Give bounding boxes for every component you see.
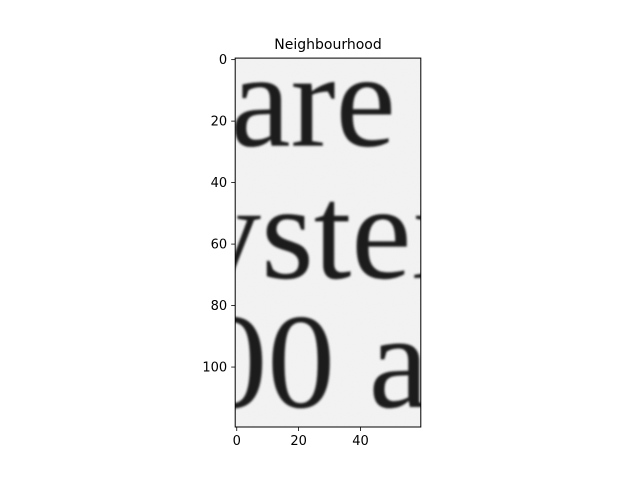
axes-frame — [234, 57, 422, 428]
y-tick-label: 0 — [219, 53, 227, 68]
y-axis: 0 20 40 60 80 100 — [202, 53, 236, 376]
x-tick-label: 0 — [233, 434, 241, 449]
y-tick-label: 100 — [202, 361, 227, 376]
y-tick-label: 40 — [211, 176, 228, 191]
image-text-row: are — [231, 26, 396, 176]
paper-texture — [235, 58, 421, 427]
image-text-row: ystei — [193, 158, 449, 308]
x-tick-label: 40 — [352, 434, 369, 449]
y-tick-label: 20 — [211, 115, 228, 130]
y-tick-label: 60 — [211, 238, 228, 253]
image-text-row: 00 a — [200, 287, 429, 437]
x-tick-label: 20 — [290, 434, 307, 449]
y-tick-label: 80 — [211, 299, 228, 314]
chart-title: Neighbourhood — [274, 37, 381, 53]
x-axis: 0 20 40 — [233, 427, 369, 449]
